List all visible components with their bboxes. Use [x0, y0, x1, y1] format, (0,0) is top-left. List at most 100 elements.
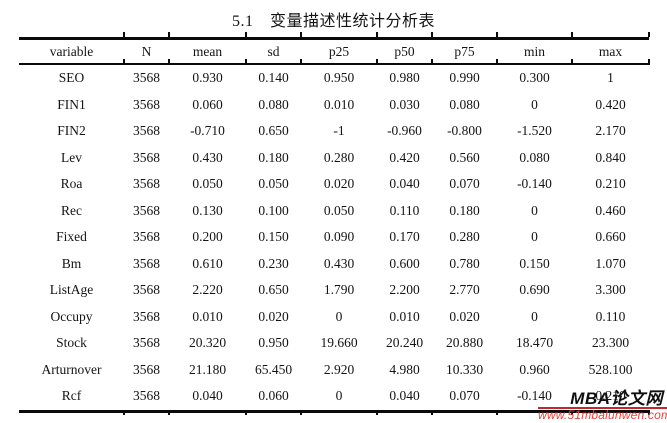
cell-value: 0.430 [323, 255, 355, 271]
cell-value: 0.040 [169, 383, 247, 415]
cell-value: 23.300 [591, 335, 630, 350]
cell-value: 0.010 [192, 308, 223, 324]
cell-value: 20.240 [385, 335, 424, 350]
cell-value: 0.050 [323, 202, 355, 218]
cell-value: 0.930 [192, 70, 223, 85]
watermark-brand-text: MBA论文网 [570, 389, 663, 408]
cell-value: -1 [333, 123, 345, 138]
cell-value: 0.090 [323, 229, 355, 244]
cell-value: 0.210 [595, 176, 626, 191]
cell-variable: Fixed [56, 229, 87, 244]
cell-value: 0.560 [449, 149, 480, 165]
cell-value: 2.200 [389, 282, 420, 297]
cell-value: 0.430 [192, 149, 223, 165]
col-header-p75: p75 [432, 33, 498, 66]
col-header-p25: p25 [301, 33, 378, 66]
cell-value: 18.470 [515, 335, 554, 350]
cell-value: 0.110 [595, 308, 626, 324]
cell-value: 0.280 [449, 229, 480, 244]
cell-value: 21.180 [188, 361, 227, 377]
cell-variable: ListAge [49, 282, 94, 297]
cell-value: 0.840 [595, 149, 626, 165]
cell-value: 0.020 [323, 176, 355, 191]
cell-value: 3568 [133, 361, 160, 377]
cell-value: 0.170 [389, 229, 420, 244]
cell-value: 528.100 [588, 361, 633, 377]
cell-value: 65.450 [254, 361, 293, 377]
cell-value: 0 [531, 202, 538, 218]
table-row: Fixed 3568 0.200 0.150 0.090 0.170 0.280 0 0.660 [19, 224, 649, 251]
cell-variable: Occupy [50, 308, 93, 324]
table-row: Lev 3568 0.430 0.180 0.280 0.420 0.560 0.080 0.8… [19, 145, 649, 172]
cell-value: 0.650 [258, 282, 289, 297]
watermark-url: www.51mbalunwen.com [538, 408, 667, 422]
cell-value: 1 [607, 70, 614, 85]
cell-variable: Rcf [19, 383, 125, 415]
cell-variable: SEO [58, 70, 85, 85]
cell-variable: Stock [56, 335, 87, 350]
cell-value: 0.980 [389, 70, 420, 85]
cell-value: 3568 [133, 255, 160, 271]
table-caption: 5.1 变量描述性统计分析表 [231, 13, 435, 30]
cell-value: 0.180 [449, 202, 480, 218]
col-header-n: N [124, 33, 170, 66]
cell-value: 0.950 [323, 70, 355, 85]
cell-value: 2.920 [323, 361, 355, 377]
cell-variable: Roa [60, 176, 83, 191]
cell-value: 0.200 [192, 229, 223, 244]
cell-value: 3568 [133, 308, 160, 324]
cell-value: 0 [301, 383, 378, 415]
cell-variable: Lev [61, 149, 82, 165]
cell-value: 0 [335, 308, 343, 324]
cell-value: 20.320 [188, 335, 227, 350]
table-row: Arturnover 3568 21.180 65.450 2.920 4.980 10.3… [19, 357, 649, 384]
cell-value: 0.140 [258, 70, 289, 85]
cell-value: 0.050 [192, 176, 223, 191]
cell-value: -0.140 [517, 176, 552, 191]
cell-value: 0.070 [449, 176, 480, 191]
cell-value: 0.460 [595, 202, 626, 218]
watermark: MBA论文网 www.51mbalunwen.com [538, 390, 667, 422]
cell-value: 1.790 [323, 282, 355, 297]
col-header-variable: variable [19, 33, 125, 66]
cell-variable: Arturnover [41, 361, 102, 377]
cell-value: 0.080 [258, 96, 289, 112]
cell-value: 0.150 [258, 229, 289, 244]
cell-value: 19.660 [320, 335, 358, 350]
cell-value: 0.030 [389, 96, 420, 112]
cell-value: 0.230 [258, 255, 289, 271]
cell-value: 3568 [133, 96, 160, 112]
cell-value: 0.050 [258, 176, 289, 191]
cell-value: 3568 [133, 70, 160, 85]
table-row: Bm 3568 0.610 0.230 0.430 0.600 0.780 0.150 1.07… [19, 251, 649, 278]
cell-value: 3568 [133, 335, 160, 350]
cell-value: 3.300 [595, 282, 626, 297]
table-row: Rcf 3568 0.040 0.060 0 0.040 0.070 -0.140 0.210 [19, 383, 650, 415]
cell-value: 0.080 [519, 149, 550, 165]
cell-value: -0.800 [447, 123, 482, 138]
table-row: ListAge 3568 2.220 0.650 1.790 2.200 2.770 0.69… [19, 277, 649, 304]
cell-value: 0.990 [449, 70, 480, 85]
cell-value: 2.770 [449, 282, 480, 297]
cell-value: 0.300 [519, 70, 550, 85]
cell-value: 3568 [133, 202, 160, 218]
cell-value: 3568 [124, 383, 170, 415]
cell-value: 0.020 [258, 308, 289, 324]
cell-value: 0.010 [323, 96, 355, 112]
cell-value: 3568 [133, 282, 160, 297]
cell-value: 2.220 [192, 282, 223, 297]
cell-value: 0.180 [258, 149, 289, 165]
cell-value: 2.170 [595, 123, 626, 138]
col-header-min: min [497, 33, 573, 66]
cell-value: 0.780 [449, 255, 480, 271]
cell-value: 1.070 [595, 255, 626, 271]
cell-variable: FIN2 [57, 123, 86, 138]
cell-value: -1.520 [517, 123, 552, 138]
cell-value: 0.660 [595, 229, 626, 244]
col-header-max: max [572, 33, 650, 66]
cell-value: 0.070 [432, 383, 498, 415]
cell-value: 0.420 [389, 149, 420, 165]
table-body: SEO 3568 0.930 0.140 0.950 0.980 0.990 0.300 1 FI… [19, 64, 650, 415]
cell-variable: Rec [61, 202, 82, 218]
cell-value: 4.980 [389, 361, 420, 377]
